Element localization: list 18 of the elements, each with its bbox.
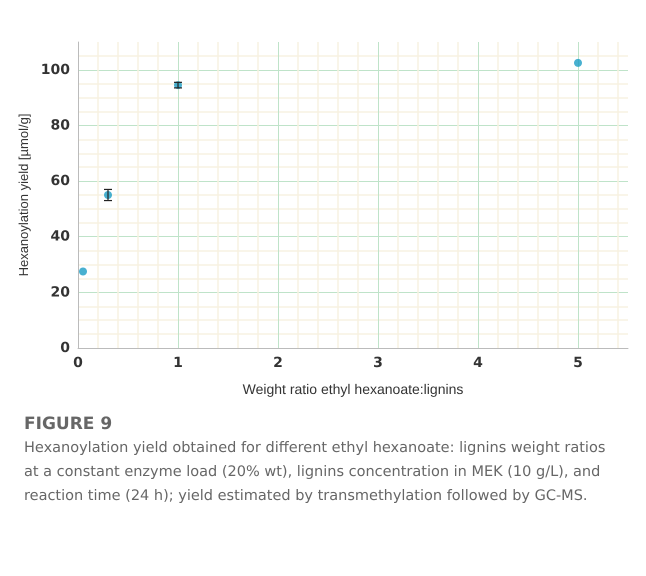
x-tick-label: 3 [373, 355, 383, 371]
y-tick-label: 20 [50, 284, 70, 300]
text: FIGURE 9 [24, 414, 114, 434]
x-axis-title: Weight ratio ethyl hexanoate:lignins [242, 381, 464, 397]
y-axis-title: Hexanoylation yield [µmol/g] [16, 114, 31, 276]
y-tick-label: 40 [50, 228, 70, 245]
x-tick-label: 0 [73, 355, 84, 371]
x-tick-label: 5 [573, 355, 583, 371]
y-tick-label: 60 [50, 173, 70, 190]
point [79, 268, 87, 276]
x-tick-label: 2 [273, 355, 283, 371]
y-tick-label: 80 [50, 117, 70, 134]
y-tick-label: 100 [40, 62, 70, 78]
text: Hexanoylation yield obtained for different ethyl hexanoate: lignins weight ratios at a constant enzyme load (20% wt), lignins concentration in MEK (10 g/L), and reaction time (24 h); yield estimated by transmethylation followed by GC-MS. [24, 439, 606, 506]
x-tick-label: 1 [173, 355, 183, 371]
y-tick-label: 0 [60, 340, 70, 356]
point [574, 58, 582, 67]
x-tick-label: 4 [473, 355, 484, 371]
